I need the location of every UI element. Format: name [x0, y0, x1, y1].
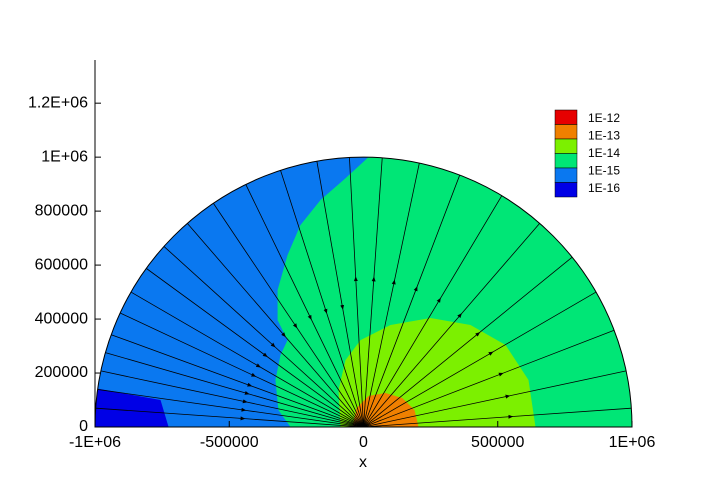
streamline [316, 161, 364, 427]
streamline [245, 184, 364, 427]
contour-region [95, 386, 169, 427]
streamline [363, 291, 597, 427]
x-tick-label: 1E+06 [609, 434, 656, 451]
streamline [130, 291, 364, 427]
streamline [363, 223, 540, 427]
streamline [100, 370, 364, 427]
streamline [97, 389, 364, 427]
legend-label: 1E-15 [588, 164, 620, 178]
overlay: 0 200000 400000 600000 800000 1E+06 1.2E+06 -1E… [28, 60, 656, 451]
streamline [105, 352, 364, 427]
streamline [363, 195, 503, 427]
legend-swatch [554, 109, 578, 125]
y-tick-label: 200000 [35, 364, 88, 381]
legend-swatch [554, 124, 578, 140]
domain-outline [94, 156, 633, 428]
x-tick-label: 0 [359, 434, 368, 451]
streamline [146, 268, 364, 427]
streamline [363, 370, 627, 427]
streamline [363, 329, 615, 427]
streamline [363, 174, 461, 427]
y-tick-label: 600000 [35, 256, 88, 273]
streamline [363, 407, 632, 427]
x-tick-label: -500000 [200, 434, 259, 451]
y-tick-label: 800000 [35, 202, 88, 219]
streamline [280, 170, 364, 427]
y-tick-label: 0 [79, 418, 88, 435]
legend-label: 1E-13 [588, 129, 620, 143]
streamline [363, 256, 573, 427]
legend-swatch [554, 153, 578, 169]
streamline [95, 407, 364, 427]
streamline [119, 312, 364, 427]
x-tick-label: -1E+06 [69, 434, 121, 451]
streamline [187, 223, 364, 427]
streamline [363, 157, 383, 427]
legend-swatch [554, 182, 578, 198]
y-tick-label: 1E+06 [41, 148, 88, 165]
legend-swatch [554, 167, 578, 183]
streamline [213, 203, 364, 427]
y-tick-label: 1.2E+06 [28, 94, 88, 111]
streamline [111, 334, 364, 427]
legend-label: 1E-12 [588, 111, 620, 125]
x-axis-label: x [359, 454, 367, 471]
plot-area [95, 157, 632, 427]
streamline [363, 162, 420, 427]
legend-label: 1E-14 [588, 146, 620, 160]
streamline [163, 246, 364, 427]
y-tick-label: 400000 [35, 310, 88, 327]
streamline [349, 157, 364, 427]
x-tick-label: 500000 [471, 434, 524, 451]
legend-swatch [554, 138, 578, 154]
legend-label: 1E-16 [588, 181, 620, 195]
